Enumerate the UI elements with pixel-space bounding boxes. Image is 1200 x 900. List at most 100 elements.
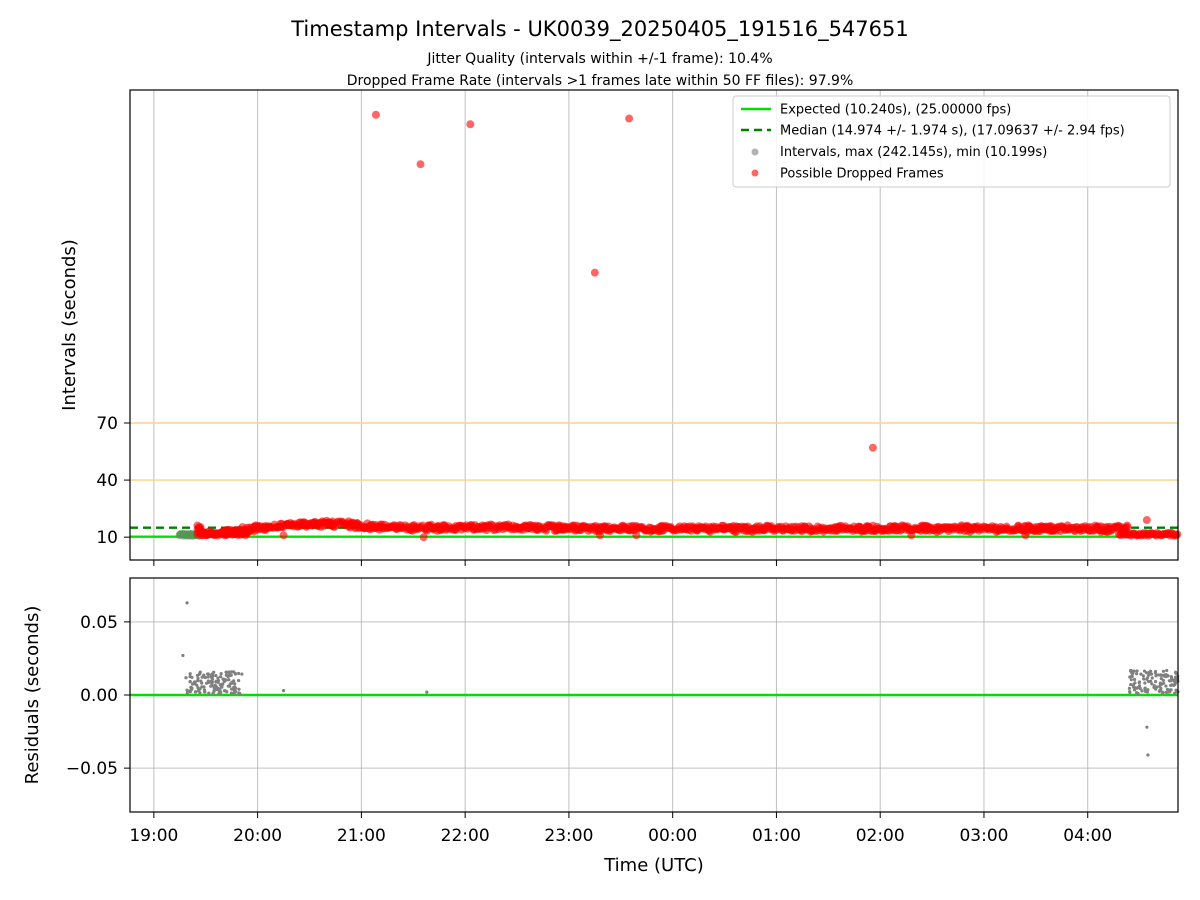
residual-point	[1144, 671, 1149, 675]
residual-point	[1143, 689, 1147, 693]
residual-points	[181, 601, 1180, 757]
residual-point	[202, 673, 206, 677]
residual-point	[240, 672, 244, 676]
residual-point	[205, 672, 210, 676]
residual-point	[1135, 669, 1139, 673]
residual-point	[210, 683, 214, 688]
residual-point	[233, 672, 238, 676]
residual-point	[188, 679, 192, 684]
residual-point	[190, 686, 194, 690]
residual-point	[213, 683, 217, 687]
residual-point	[210, 680, 214, 684]
dropped-frame-point	[416, 160, 425, 169]
x-tick-label: 23:00	[544, 826, 593, 846]
residual-point	[1137, 681, 1141, 685]
residual-point	[1142, 677, 1146, 681]
residual-point	[281, 689, 286, 693]
residual-point	[229, 670, 233, 674]
residual-point	[196, 679, 200, 683]
residual-point	[226, 684, 230, 688]
residual-point	[1174, 676, 1178, 680]
residual-point	[1147, 673, 1151, 677]
residual-point	[1149, 679, 1153, 683]
residual-point	[233, 685, 237, 689]
residual-point	[1173, 691, 1177, 695]
legend-box	[732, 95, 1171, 188]
residual-point	[1170, 683, 1174, 687]
residual-point	[1137, 684, 1142, 688]
residuals-y-tick-label: 0.00	[80, 686, 118, 706]
x-axis-label: Time (UTC)	[603, 855, 704, 876]
residual-point	[1135, 691, 1139, 695]
residual-point	[214, 687, 218, 691]
residual-point	[1139, 672, 1143, 676]
residual-point	[188, 674, 192, 679]
residual-point	[197, 672, 201, 676]
residual-point	[1129, 678, 1133, 682]
residual-point	[218, 683, 222, 687]
residual-point	[206, 679, 210, 683]
residual-point	[206, 675, 210, 679]
residual-point	[190, 682, 195, 686]
residual-point	[196, 686, 200, 690]
residual-point	[1165, 668, 1169, 673]
residual-point	[216, 676, 220, 680]
residual-point	[1146, 753, 1150, 757]
residual-point	[1150, 682, 1154, 686]
residual-point	[233, 687, 237, 691]
residual-point	[1135, 686, 1139, 690]
x-tick-label: 04:00	[1063, 826, 1112, 846]
legend-intervals-marker	[751, 148, 759, 156]
residual-point	[237, 678, 241, 683]
residual-point	[1129, 668, 1133, 673]
residual-point	[184, 676, 188, 680]
residual-point	[185, 691, 189, 695]
residual-point	[219, 672, 223, 676]
dropped-frame-point	[596, 531, 605, 540]
residual-point	[229, 691, 234, 695]
residual-point	[1133, 681, 1137, 685]
residual-point	[1161, 678, 1165, 682]
dropped-band-point	[1123, 521, 1132, 530]
x-tick-label: 01:00	[752, 826, 801, 846]
dropped-band-point	[1173, 530, 1182, 539]
residuals-plot-frame	[129, 577, 1179, 813]
legend-median-label: Median (14.974 +/- 1.974 s), (17.09637 +…	[780, 124, 1125, 139]
legend-intervals-label: Intervals, max (242.145s), min (10.199s)	[780, 145, 1047, 160]
residual-point	[1164, 684, 1168, 688]
residual-point	[1173, 679, 1177, 683]
legend-expected-label: Expected (10.240s), (25.00000 fps)	[780, 103, 1011, 118]
residual-point	[214, 673, 218, 678]
intervals-band	[175, 516, 1182, 540]
residual-point	[209, 675, 214, 679]
intervals-axes: 10 40 70	[96, 414, 1089, 566]
residual-point	[198, 691, 202, 695]
residual-point	[1145, 725, 1149, 729]
residual-point	[1153, 671, 1158, 675]
legend-dropped-marker	[751, 169, 759, 177]
residual-point	[1150, 676, 1154, 680]
residual-point	[1132, 677, 1137, 682]
residual-point	[224, 670, 228, 674]
residual-point	[1147, 670, 1151, 674]
dropped-frame-point	[625, 114, 634, 123]
x-tick-label: 02:00	[856, 826, 905, 846]
residual-point	[219, 675, 223, 679]
residual-point	[212, 670, 216, 674]
residual-point	[237, 687, 241, 691]
residual-point	[1173, 670, 1178, 674]
residuals-y-axis-label: Residuals (seconds)	[22, 606, 43, 785]
dropped-points	[279, 110, 1151, 542]
residual-point	[237, 671, 241, 676]
x-tick-label: 21:00	[337, 826, 386, 846]
residual-point	[1157, 689, 1162, 693]
residual-point	[227, 670, 231, 674]
chart-title: Timestamp Intervals - UK0039_20250405_19…	[290, 17, 909, 42]
chart-subtitle-jitter: Jitter Quality (intervals within +/-1 fr…	[426, 51, 772, 67]
residual-point	[1160, 673, 1164, 677]
residual-point	[1128, 675, 1132, 679]
x-tick-label: 00:00	[648, 826, 697, 846]
dropped-frame-point	[466, 120, 475, 129]
residual-point	[228, 673, 232, 677]
